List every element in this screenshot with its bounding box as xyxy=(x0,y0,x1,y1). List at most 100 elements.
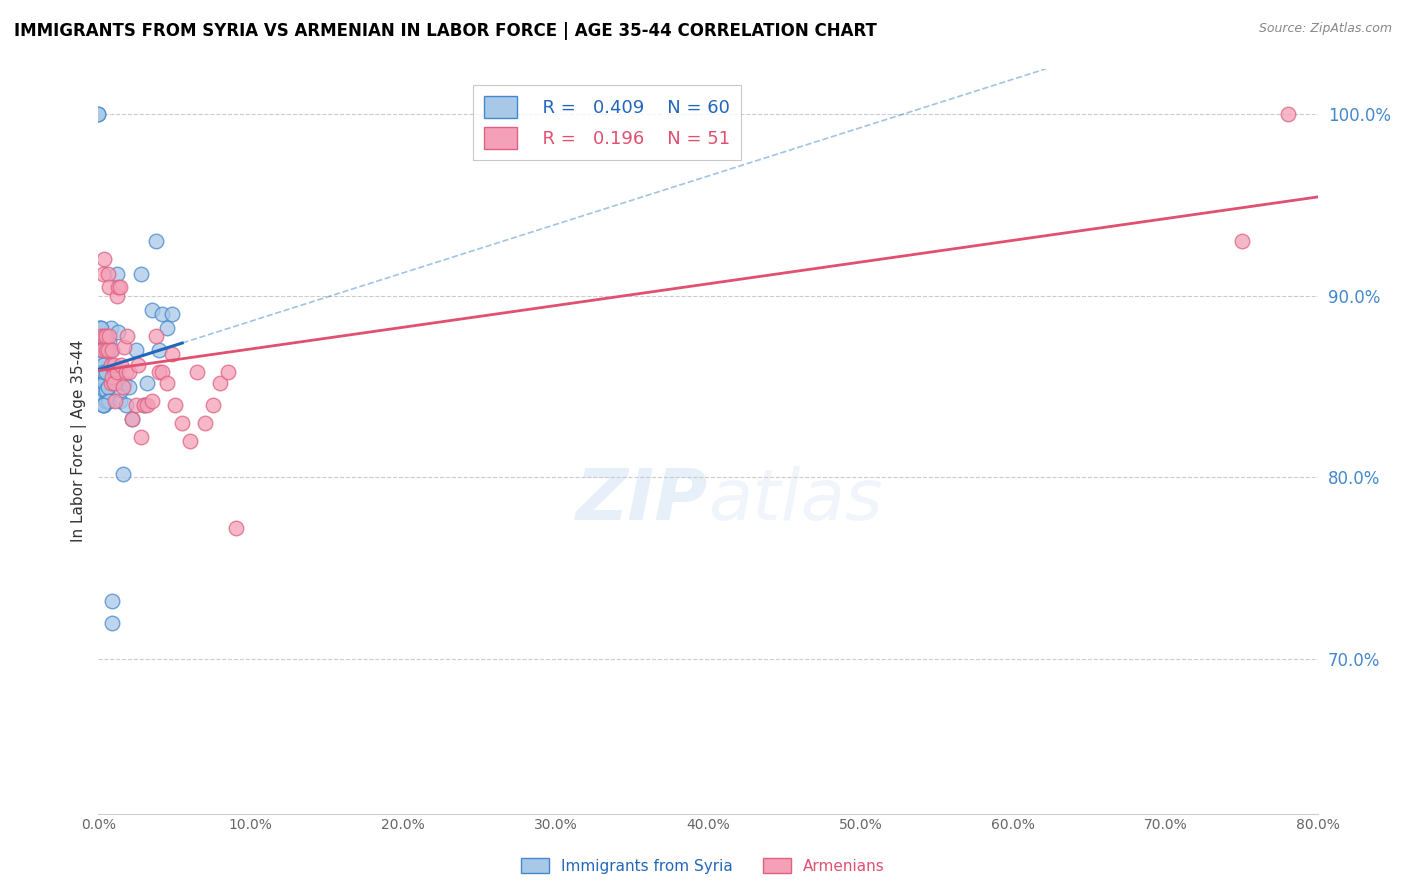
Text: Source: ZipAtlas.com: Source: ZipAtlas.com xyxy=(1258,22,1392,36)
Point xyxy=(125,343,148,358)
Point xyxy=(90,361,112,376)
Point xyxy=(209,376,232,390)
Point xyxy=(129,267,152,281)
Point xyxy=(160,347,183,361)
Point xyxy=(179,434,201,448)
Point xyxy=(114,398,136,412)
Point xyxy=(89,321,111,335)
Point xyxy=(148,365,170,379)
Point xyxy=(89,328,111,343)
Point xyxy=(91,370,114,384)
Point xyxy=(132,398,155,412)
Point xyxy=(93,328,115,343)
Point xyxy=(90,352,112,367)
Point xyxy=(152,307,174,321)
Point xyxy=(89,370,111,384)
Point xyxy=(101,370,124,384)
Point xyxy=(87,328,110,343)
Point xyxy=(89,321,111,335)
Point xyxy=(121,412,143,426)
Point xyxy=(110,358,132,372)
Point xyxy=(103,358,125,372)
Point xyxy=(107,325,129,339)
Point xyxy=(104,365,127,379)
Point xyxy=(94,365,117,379)
Point xyxy=(91,365,114,379)
Point xyxy=(114,365,136,379)
Point xyxy=(141,303,163,318)
Point xyxy=(90,321,112,335)
Point xyxy=(118,365,141,379)
Point xyxy=(132,398,155,412)
Point xyxy=(89,328,111,343)
Point xyxy=(104,394,127,409)
Point xyxy=(141,394,163,409)
Point xyxy=(100,321,122,335)
Point xyxy=(91,343,114,358)
Point xyxy=(111,467,134,481)
Point xyxy=(194,416,217,430)
Point xyxy=(89,379,111,393)
Point xyxy=(94,328,117,343)
Point xyxy=(156,376,179,390)
Point xyxy=(145,328,167,343)
Point xyxy=(1277,107,1299,121)
Point xyxy=(118,379,141,393)
Legend:   R =   0.409    N = 60,   R =   0.196    N = 51: R = 0.409 N = 60, R = 0.196 N = 51 xyxy=(474,85,741,160)
Point xyxy=(96,267,118,281)
Point xyxy=(91,358,114,372)
Point xyxy=(93,252,115,267)
Point xyxy=(91,267,114,281)
Text: IMMIGRANTS FROM SYRIA VS ARMENIAN IN LABOR FORCE | AGE 35-44 CORRELATION CHART: IMMIGRANTS FROM SYRIA VS ARMENIAN IN LAB… xyxy=(14,22,877,40)
Legend: Immigrants from Syria, Armenians: Immigrants from Syria, Armenians xyxy=(515,852,891,880)
Point xyxy=(103,365,125,379)
Point xyxy=(90,370,112,384)
Point xyxy=(90,328,112,343)
Point xyxy=(98,279,121,293)
Point xyxy=(125,398,148,412)
Point xyxy=(98,394,121,409)
Point xyxy=(105,365,128,379)
Point xyxy=(90,379,112,393)
Point xyxy=(103,376,125,390)
Point xyxy=(112,339,135,353)
Point xyxy=(90,343,112,358)
Point xyxy=(98,334,121,348)
Point xyxy=(105,288,128,302)
Point xyxy=(117,328,139,343)
Point xyxy=(201,398,224,412)
Point xyxy=(217,365,239,379)
Point xyxy=(93,383,115,397)
Point xyxy=(100,376,122,390)
Point xyxy=(87,107,110,121)
Point xyxy=(94,343,117,358)
Point xyxy=(136,398,159,412)
Text: atlas: atlas xyxy=(709,467,883,535)
Point xyxy=(225,521,247,535)
Point xyxy=(93,365,115,379)
Point xyxy=(186,365,208,379)
Point xyxy=(127,358,149,372)
Point xyxy=(91,388,114,402)
Point xyxy=(100,343,122,358)
Point xyxy=(160,307,183,321)
Point xyxy=(103,376,125,390)
Point xyxy=(148,343,170,358)
Point xyxy=(91,398,114,412)
Point xyxy=(94,394,117,409)
Point xyxy=(110,383,132,397)
Point xyxy=(87,107,110,121)
Point xyxy=(163,398,186,412)
Point xyxy=(98,328,121,343)
Point xyxy=(112,376,135,390)
Text: ZIP: ZIP xyxy=(576,467,709,535)
Point xyxy=(94,383,117,397)
Point xyxy=(107,279,129,293)
Point xyxy=(105,267,128,281)
Point xyxy=(108,394,131,409)
Point xyxy=(93,376,115,390)
Point xyxy=(90,328,112,343)
Point xyxy=(96,394,118,409)
Point xyxy=(96,379,118,393)
Point xyxy=(1230,234,1253,248)
